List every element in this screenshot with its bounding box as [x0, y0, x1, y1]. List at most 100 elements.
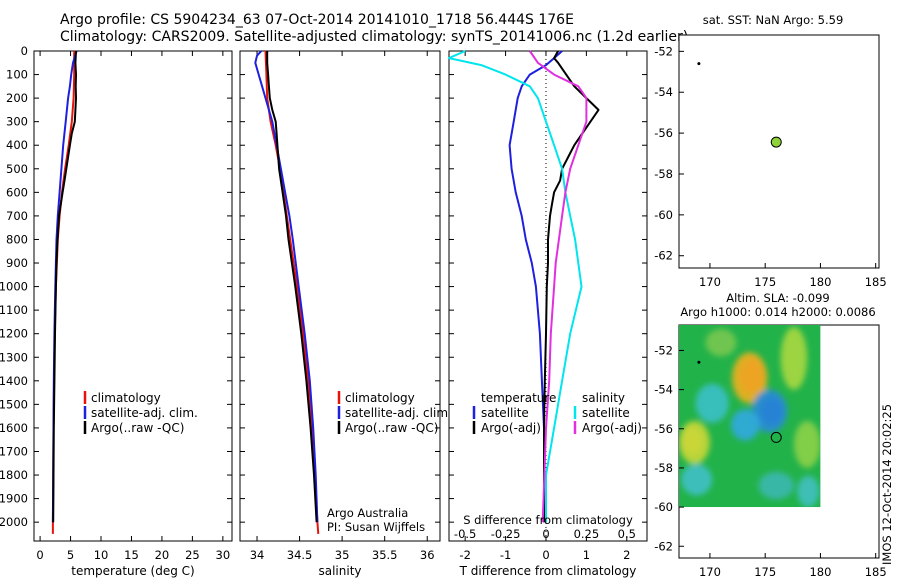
x-tick-label: 35	[335, 548, 350, 562]
y-tick-label: 600	[6, 185, 28, 199]
y-tick-label: 400	[6, 138, 28, 152]
difference-legend-salinity: salinity satellite Argo(-adj)	[573, 391, 642, 435]
title-line-1: Argo profile: CS 5904234_63 07-Oct-2014 …	[60, 12, 574, 28]
sla-map-title-2: Argo h1000: 0.014 h2000: 0.0086	[680, 305, 875, 319]
salinity-panel: 34 34.5 35 35.5 36 climatology satellite-adj…	[239, 50, 452, 578]
salinity-legend: climatology satellite-adj. clim. Argo(..…	[337, 391, 452, 435]
lon-tick-label: 180	[809, 275, 831, 289]
x-tick-label: -2	[459, 548, 470, 562]
y-tick-label: 1200	[0, 327, 28, 341]
annotation-pi: PI: Susan Wijffels	[327, 520, 425, 534]
y-tick-label: 2000	[0, 515, 28, 529]
lat-tick-label: -58	[654, 167, 673, 181]
sst-map-points	[697, 62, 782, 148]
sla-map-title-1: Altim. SLA: -0.099	[726, 291, 830, 305]
annotation-institution: Argo Australia	[327, 506, 408, 520]
legend-title-salinity: salinity	[582, 391, 625, 405]
sla-field-anomalies	[679, 326, 821, 508]
sla-anomaly	[758, 471, 794, 500]
s-tick-label: -0.5	[454, 527, 476, 541]
difference-legend-temperature: temperature satellite Argo(-adj)	[472, 391, 556, 435]
legend-label-satellite: satellite-adj. clim.	[91, 406, 198, 420]
y-tick-label: 100	[6, 68, 28, 82]
legend-label-argo: Argo(..raw -QC)	[345, 421, 438, 435]
y-tick-label: 1700	[0, 444, 28, 458]
temperature-xlabel: temperature (deg C)	[71, 564, 194, 578]
previous-position-marker	[697, 360, 701, 364]
x-tick-label: 0	[36, 548, 43, 562]
legend-label-climatology: climatology	[91, 391, 161, 405]
y-tick-label: 0	[21, 44, 28, 58]
lon-tick-label: 180	[809, 565, 831, 579]
legend-label-satellite: satellite-adj. clim.	[345, 406, 452, 420]
argo-float-marker	[770, 136, 782, 148]
x-tick-label: 2	[623, 548, 630, 562]
y-tick-label: 1300	[0, 350, 28, 364]
sst-map-frame	[678, 34, 880, 269]
lon-tick-label: 170	[699, 275, 721, 289]
x-tick-label: 34.5	[287, 548, 313, 562]
y-tick-label: 1800	[0, 468, 28, 482]
y-tick-label: 1900	[0, 492, 28, 506]
series-line-argo-raw-qc	[52, 50, 77, 523]
y-tick-label: 200	[6, 91, 28, 105]
y-tick-label: 700	[6, 209, 28, 223]
salinity-frame	[239, 50, 441, 542]
s-tick-label: -0.25	[491, 527, 521, 541]
title-line-2: Climatology: CARS2009. Satellite-adjuste…	[60, 29, 688, 45]
y-tick-label: 500	[6, 162, 28, 176]
s-tick-label: 0.5	[618, 527, 636, 541]
sla-anomaly	[730, 409, 760, 441]
lat-tick-label: -54	[654, 383, 673, 397]
x-tick-label: 25	[185, 548, 200, 562]
s-tick-label: 0	[542, 527, 549, 541]
previous-position-marker	[697, 62, 701, 66]
y-tick-label: 300	[6, 115, 28, 129]
series-line-temperature-satellite	[508, 50, 563, 523]
sst-map-ticks: 170 175 180 185 -52 -54 -56 -58 -60 -62	[654, 44, 886, 289]
sst-map-title: sat. SST: NaN Argo: 5.59	[703, 13, 844, 27]
difference-lines	[448, 50, 600, 541]
lat-tick-label: -60	[654, 500, 673, 514]
temperature-ticks: 0 5 10 15 20 25 300100200300400500600700800900…	[0, 44, 232, 562]
y-tick-label: 1000	[0, 280, 28, 294]
y-tick-label: 800	[6, 232, 28, 246]
salinity-xlabel: salinity	[318, 564, 361, 578]
lon-tick-label: 175	[754, 275, 776, 289]
lat-tick-label: -52	[654, 343, 673, 357]
sla-anomaly	[732, 352, 768, 404]
lat-tick-label: -54	[654, 85, 673, 99]
salinity-lines	[254, 50, 320, 534]
lon-tick-label: 170	[699, 565, 721, 579]
difference-s-label: S difference from climatology	[463, 513, 633, 527]
sla-anomaly	[705, 328, 737, 357]
temperature-lines	[51, 50, 78, 534]
lat-tick-label: -60	[654, 208, 673, 222]
y-tick-label: 1500	[0, 397, 28, 411]
sst-map-panel: sat. SST: NaN Argo: 5.59 170 175 180 185 -52…	[654, 13, 886, 289]
legend-label-climatology: climatology	[345, 391, 415, 405]
sla-anomaly	[695, 383, 729, 423]
sla-anomaly	[751, 389, 788, 433]
x-tick-label: 30	[216, 548, 231, 562]
difference-xlabel: T difference from climatology	[459, 564, 637, 578]
series-line-satellite-adj-clim	[254, 50, 319, 523]
sla-field	[679, 325, 821, 508]
x-tick-label: 1	[583, 548, 590, 562]
sla-map-points	[697, 360, 782, 443]
x-tick-label: 0	[542, 548, 549, 562]
x-tick-label: 15	[124, 548, 139, 562]
sla-anomaly	[793, 420, 821, 468]
legend-label-sal-argo: Argo(-adj)	[582, 421, 642, 435]
x-tick-label: -1	[500, 548, 511, 562]
legend-title-temperature: temperature	[481, 391, 556, 405]
legend-label-sal-satellite: satellite	[582, 406, 630, 420]
temperature-panel: 0 5 10 15 20 25 300100200300400500600700800900…	[0, 44, 233, 578]
legend-label-argo: Argo(..raw -QC)	[91, 421, 184, 435]
x-tick-label: 34	[250, 548, 265, 562]
x-tick-label: 10	[94, 548, 109, 562]
lon-tick-label: 185	[865, 275, 887, 289]
sla-map-ticks: 170 175 180 185 -52 -54 -56 -58 -60 -62	[654, 343, 886, 579]
temperature-frame	[33, 50, 233, 542]
y-tick-label: 1100	[0, 303, 28, 317]
